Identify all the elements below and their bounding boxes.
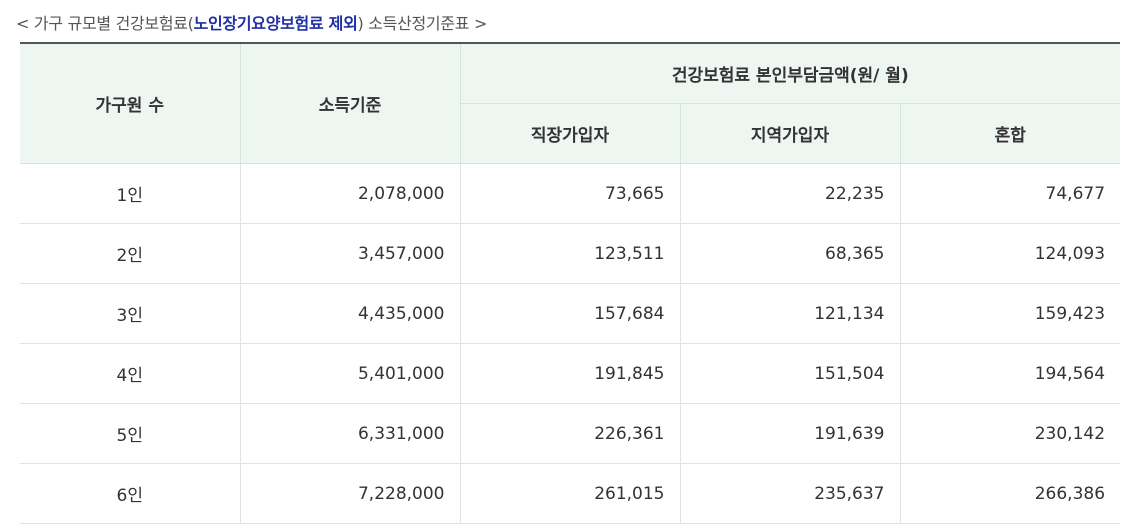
cell-regional: 68,365 bbox=[680, 223, 901, 284]
cell-income: 6,331,000 bbox=[240, 403, 461, 464]
cell-mixed: 266,386 bbox=[900, 463, 1121, 524]
caption-suffix: ) 소득산정기준표 > bbox=[357, 14, 488, 33]
cell-household: 1인 bbox=[20, 163, 241, 224]
cell-income: 3,457,000 bbox=[240, 223, 461, 284]
caption-highlight: 노인장기요양보험료 제외 bbox=[193, 14, 358, 33]
cell-mixed: 230,142 bbox=[900, 403, 1121, 464]
table-row: 6인 7,228,000 261,015 235,637 266,386 bbox=[20, 463, 1121, 524]
cell-workplace: 191,845 bbox=[460, 343, 681, 404]
cell-workplace: 157,684 bbox=[460, 283, 681, 344]
cell-household: 2인 bbox=[20, 223, 241, 284]
cell-workplace: 123,511 bbox=[460, 223, 681, 284]
header-mixed: 혼합 bbox=[900, 103, 1121, 164]
cell-mixed: 124,093 bbox=[900, 223, 1121, 284]
cell-regional: 121,134 bbox=[680, 283, 901, 344]
table-row: 1인 2,078,000 73,665 22,235 74,677 bbox=[20, 163, 1121, 224]
cell-workplace: 261,015 bbox=[460, 463, 681, 524]
table-body: 1인 2,078,000 73,665 22,235 74,677 2인 3,4… bbox=[20, 163, 1121, 524]
header-row-2: 직장가입자 지역가입자 혼합 bbox=[20, 103, 1121, 164]
cell-workplace: 226,361 bbox=[460, 403, 681, 464]
header-income: 소득기준 bbox=[240, 43, 461, 164]
header-row-1: 가구원 수 소득기준 건강보험료 본인부담금액(원/ 월) bbox=[20, 43, 1121, 164]
cell-income: 5,401,000 bbox=[240, 343, 461, 404]
cell-mixed: 159,423 bbox=[900, 283, 1121, 344]
header-household: 가구원 수 bbox=[20, 43, 241, 164]
cell-mixed: 194,564 bbox=[900, 343, 1121, 404]
cell-income: 2,078,000 bbox=[240, 163, 461, 224]
cell-workplace: 73,665 bbox=[460, 163, 681, 224]
cell-regional: 235,637 bbox=[680, 463, 901, 524]
caption-prefix: < 가구 규모별 건강보험료( bbox=[16, 14, 194, 33]
table-row: 4인 5,401,000 191,845 151,504 194,564 bbox=[20, 343, 1121, 404]
table-row: 2인 3,457,000 123,511 68,365 124,093 bbox=[20, 223, 1121, 284]
cell-regional: 151,504 bbox=[680, 343, 901, 404]
cell-income: 7,228,000 bbox=[240, 463, 461, 524]
premium-table: 가구원 수 소득기준 건강보험료 본인부담금액(원/ 월) 직장가입자 지역가입… bbox=[20, 42, 1121, 524]
header-premium-group: 건강보험료 본인부담금액(원/ 월) bbox=[460, 43, 1121, 104]
table-row: 5인 6,331,000 226,361 191,639 230,142 bbox=[20, 403, 1121, 464]
cell-household: 3인 bbox=[20, 283, 241, 344]
cell-household: 5인 bbox=[20, 403, 241, 464]
cell-mixed: 74,677 bbox=[900, 163, 1121, 224]
cell-household: 6인 bbox=[20, 463, 241, 524]
table-row: 3인 4,435,000 157,684 121,134 159,423 bbox=[20, 283, 1121, 344]
table-caption: < 가구 규모별 건강보험료(노인장기요양보험료 제외) 소득산정기준표 > bbox=[16, 10, 487, 34]
cell-regional: 191,639 bbox=[680, 403, 901, 464]
header-regional: 지역가입자 bbox=[680, 103, 901, 164]
table-wrapper: 가구원 수 소득기준 건강보험료 본인부담금액(원/ 월) 직장가입자 지역가입… bbox=[20, 42, 1121, 524]
cell-income: 4,435,000 bbox=[240, 283, 461, 344]
table-head: 가구원 수 소득기준 건강보험료 본인부담금액(원/ 월) 직장가입자 지역가입… bbox=[20, 43, 1121, 164]
cell-regional: 22,235 bbox=[680, 163, 901, 224]
cell-household: 4인 bbox=[20, 343, 241, 404]
header-workplace: 직장가입자 bbox=[460, 103, 681, 164]
